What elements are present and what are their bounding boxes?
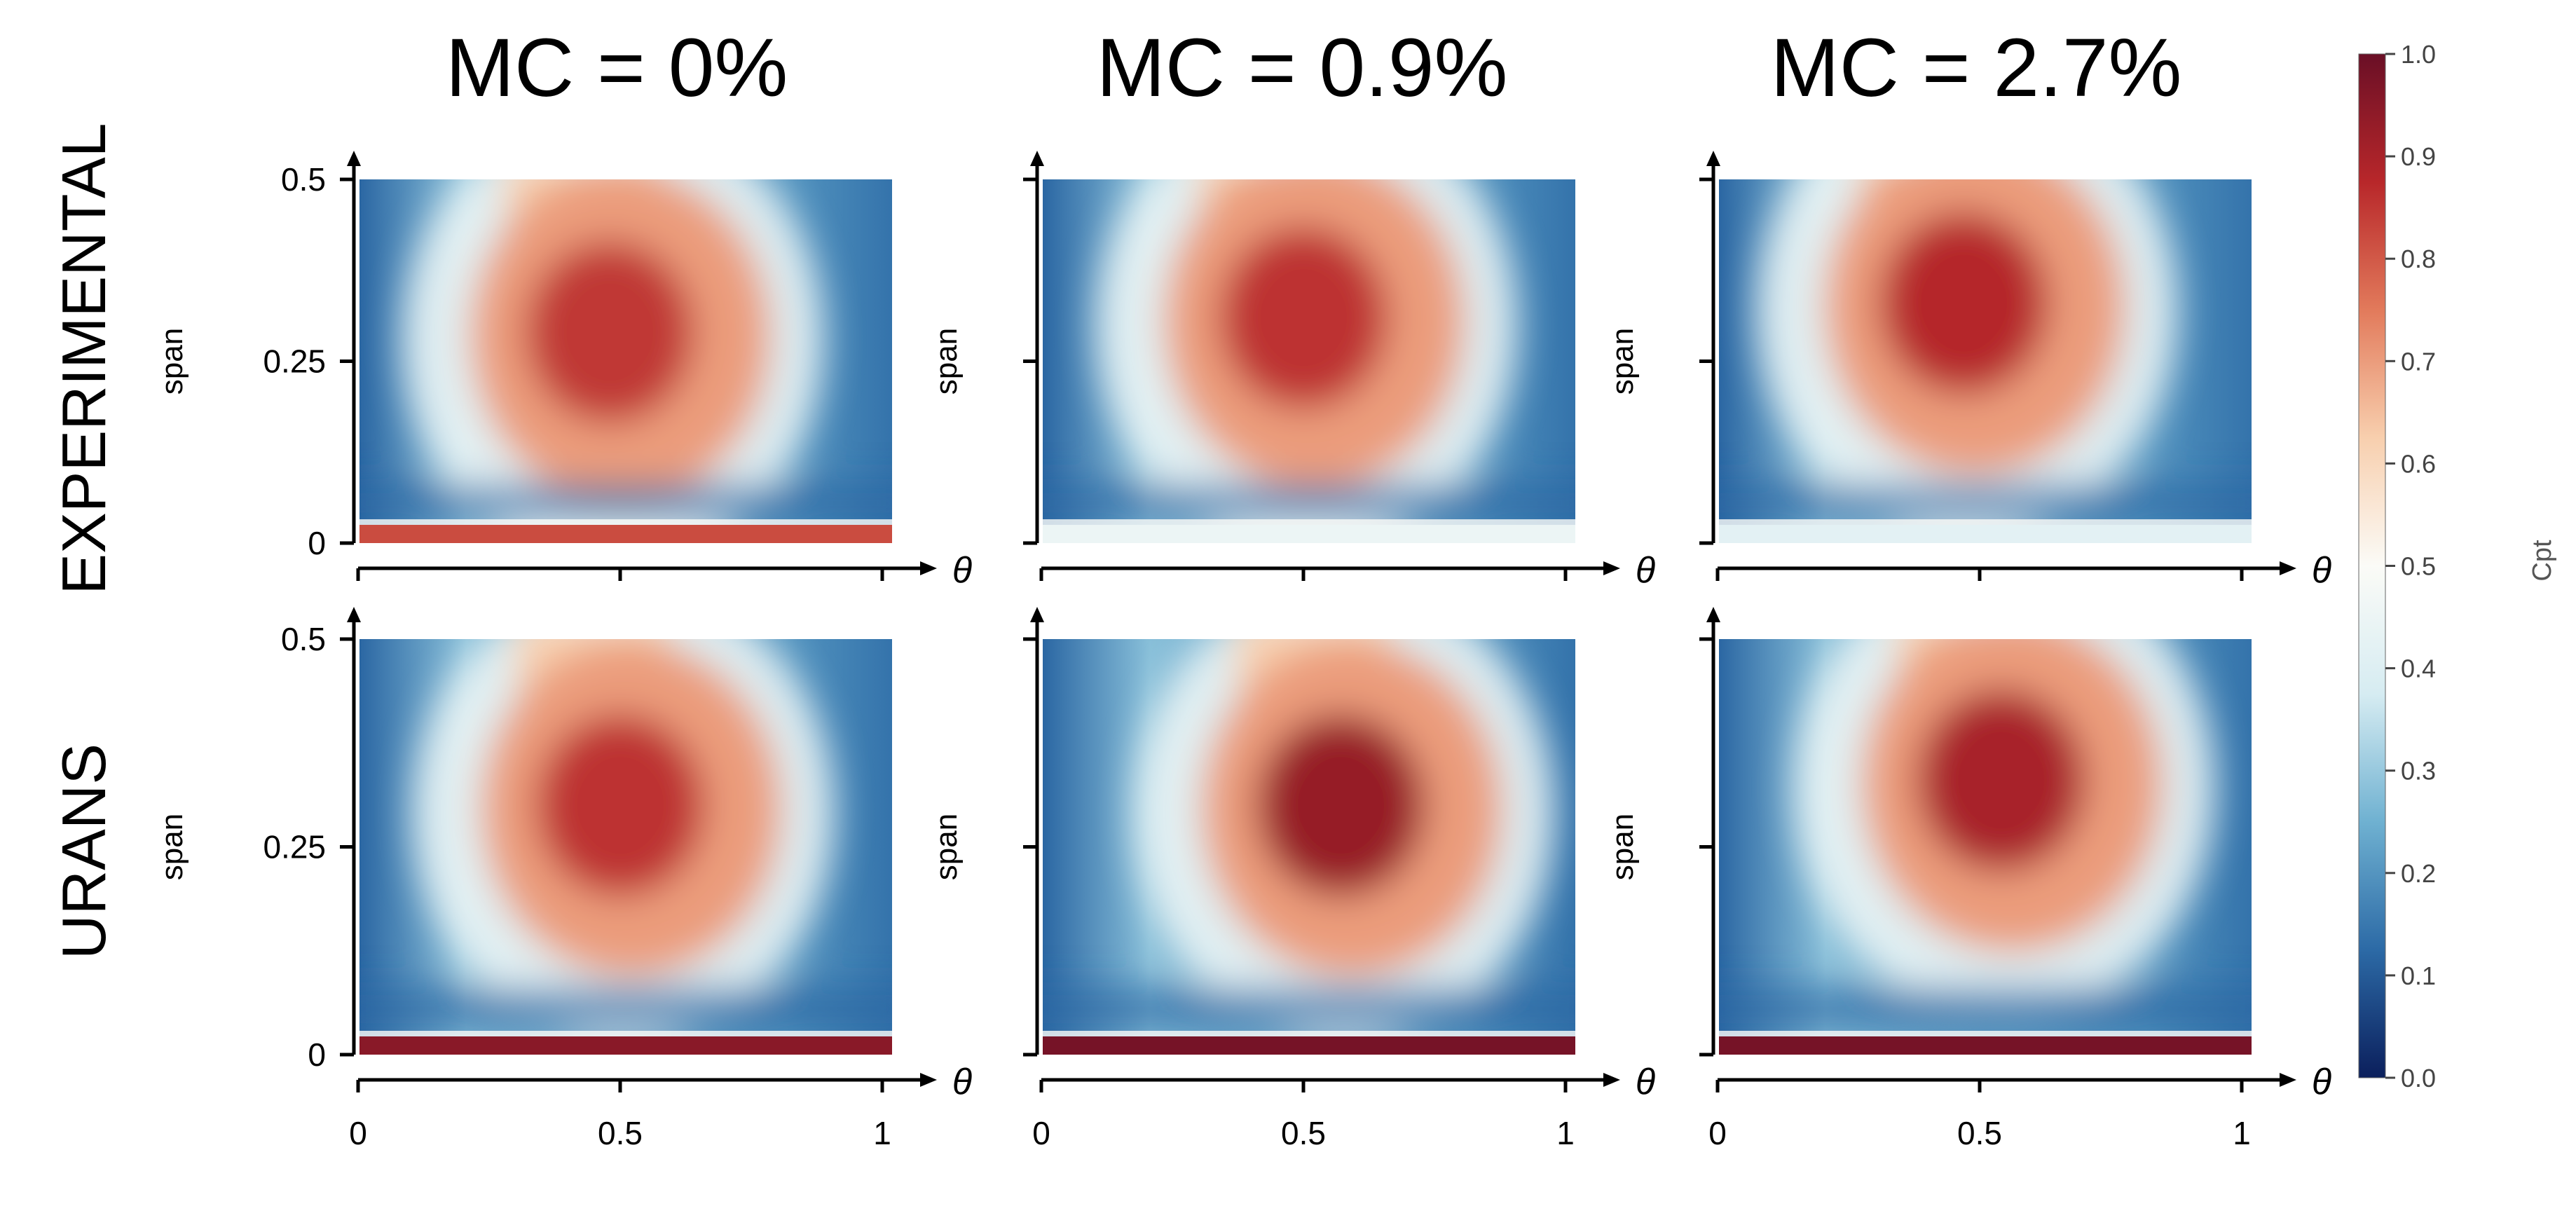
y-axis-label: span xyxy=(1605,814,1640,880)
heatmap-field xyxy=(359,639,892,1055)
colorbar-tick-label: 0.8 xyxy=(2401,245,2436,273)
x-tick-label: 0 xyxy=(1708,1115,1727,1151)
x-tick-label: 0 xyxy=(349,1115,367,1151)
lower-band xyxy=(1719,484,2252,521)
hub-band-edge xyxy=(1043,1031,1575,1036)
lower-band xyxy=(359,484,892,521)
lower-band xyxy=(359,988,892,1030)
x-axis-arrow xyxy=(1603,1073,1620,1087)
hub-band-edge xyxy=(1719,1031,2252,1036)
wake-core xyxy=(526,240,694,423)
panel-experimental-2: span θ xyxy=(929,151,1655,591)
heatmap-field xyxy=(1043,639,1575,1055)
x-axis-arrow xyxy=(2280,1073,2296,1087)
colorbar-tick-label: 1.0 xyxy=(2401,40,2436,69)
wake-core xyxy=(1256,714,1425,897)
x-axis-label: θ xyxy=(2312,1062,2331,1102)
y-axis-label: span xyxy=(929,814,964,880)
colorbar-tick-label: 0.0 xyxy=(2401,1064,2436,1092)
y-axis-arrow xyxy=(1706,151,1720,166)
x-tick-label: 0.5 xyxy=(1957,1115,2002,1151)
hub-band-edge xyxy=(1043,519,1575,525)
y-tick-label: 0 xyxy=(308,1036,326,1073)
colorbar-tick-label: 0.1 xyxy=(2401,961,2436,990)
colorbar: 0.0 0.1 0.2 0.3 0.4 0.5 0.6 0.7 0.8 0.9 1.0 Cpt xyxy=(2358,40,2557,1092)
x-axis-arrow xyxy=(1603,561,1620,575)
wake-core xyxy=(1917,689,2085,872)
x-axis-label: θ xyxy=(952,550,972,591)
row-title-urans: URANS xyxy=(49,743,118,959)
heatmap-field xyxy=(1043,179,1575,543)
y-tick-label: 0.5 xyxy=(281,621,326,657)
x-axis-arrow xyxy=(920,561,937,575)
x-tick-label: 1 xyxy=(873,1115,891,1151)
heatmap-field xyxy=(359,179,892,543)
x-axis-label: θ xyxy=(2312,550,2331,591)
hub-band-edge xyxy=(359,1031,892,1036)
hub-band-edge xyxy=(359,519,892,525)
x-tick-label: 1 xyxy=(2233,1115,2251,1151)
colorbar-tick-label: 0.2 xyxy=(2401,859,2436,888)
x-axis-label: θ xyxy=(952,1062,972,1102)
y-axis-arrow xyxy=(1030,607,1044,622)
wake-core xyxy=(1879,212,2048,395)
y-axis-label: span xyxy=(929,328,964,395)
wake-core xyxy=(1219,226,1388,409)
panel-grid: 0 0.25 0.5 span θ span θ span θ 0 0.25 0.5 span 0 0.5 1… xyxy=(155,151,2331,1151)
hub-band xyxy=(1043,1036,1575,1055)
y-axis-arrow xyxy=(347,151,361,166)
y-axis-arrow xyxy=(347,607,361,622)
hub-band xyxy=(359,1036,892,1055)
panel-experimental-3: span θ xyxy=(1605,151,2331,591)
colorbar-tick-label: 0.9 xyxy=(2401,142,2436,171)
lower-band xyxy=(1719,988,2252,1030)
y-axis-label: span xyxy=(1605,328,1640,395)
colorbar-label: Cpt xyxy=(2528,540,2557,582)
x-tick-label: 0.5 xyxy=(1281,1115,1326,1151)
panel-urans-1: 0 0.25 0.5 span 0 0.5 1 θ xyxy=(155,607,972,1151)
hub-band xyxy=(1719,1036,2252,1055)
panel-urans-3: span 0 0.5 1 θ xyxy=(1605,607,2331,1151)
y-axis-label: span xyxy=(155,328,189,395)
x-tick-label: 0 xyxy=(1032,1115,1050,1151)
hub-band xyxy=(1719,525,2252,543)
y-tick-label: 0.25 xyxy=(263,829,326,865)
x-axis-label: θ xyxy=(1636,1062,1655,1102)
x-tick-label: 1 xyxy=(1556,1115,1575,1151)
colorbar-tick-label: 0.3 xyxy=(2401,757,2436,786)
hub-band-edge xyxy=(1719,519,2252,525)
y-tick-label: 0.5 xyxy=(281,161,326,198)
panel-experimental-1: 0 0.25 0.5 span θ xyxy=(155,151,972,591)
colorbar-ticks: 0.0 0.1 0.2 0.3 0.4 0.5 0.6 0.7 0.8 0.9 1.0 xyxy=(2385,40,2436,1092)
panel-urans-2: span 0 0.5 1 θ xyxy=(929,607,1655,1151)
y-tick-label: 0 xyxy=(308,525,326,561)
x-axis-arrow xyxy=(920,1073,937,1087)
x-axis-label: θ xyxy=(1636,550,1655,591)
wake-core xyxy=(536,714,705,897)
y-tick-label: 0.25 xyxy=(263,343,326,380)
y-axis-label: span xyxy=(155,814,189,880)
x-tick-label: 0.5 xyxy=(598,1115,643,1151)
column-title-mc-0: MC = 0% xyxy=(446,22,788,114)
column-title-mc-0-9: MC = 0.9% xyxy=(1097,22,1508,114)
heatmap-field xyxy=(1719,179,2252,543)
row-title-experimental: EXPERIMENTAL xyxy=(49,123,118,594)
column-title-mc-2-7: MC = 2.7% xyxy=(1771,22,2182,114)
colorbar-tick-label: 0.6 xyxy=(2401,449,2436,478)
colorbar-gradient xyxy=(2358,53,2386,1078)
y-axis-arrow xyxy=(1030,151,1044,166)
colorbar-tick-label: 0.4 xyxy=(2401,655,2436,683)
colorbar-tick-label: 0.5 xyxy=(2401,552,2436,581)
heatmap-field xyxy=(1719,639,2252,1055)
y-axis-arrow xyxy=(1706,607,1720,622)
colorbar-tick-label: 0.7 xyxy=(2401,347,2436,376)
lower-band xyxy=(1043,484,1575,521)
hub-band xyxy=(359,525,892,543)
lower-band xyxy=(1043,988,1575,1030)
x-axis-arrow xyxy=(2280,561,2296,575)
hub-band xyxy=(1043,525,1575,543)
